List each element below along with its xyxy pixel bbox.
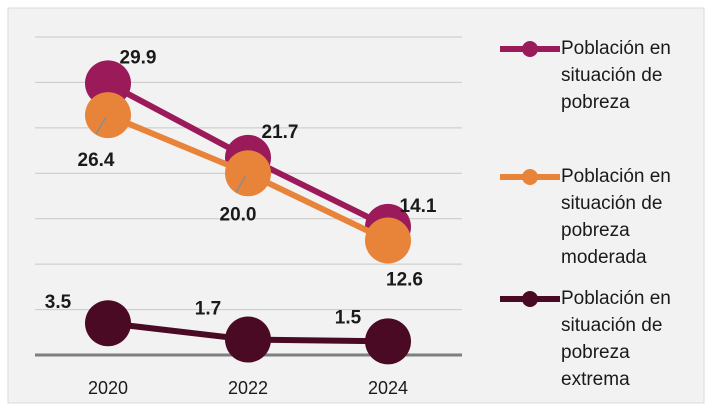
legend-label-line: situación de	[561, 315, 662, 336]
legend-label-line: pobreza	[561, 220, 630, 241]
data-labels: 29.9 21.7 14.1 26.4 20.0 12.6 3.5 1.7 1.5	[45, 47, 437, 328]
x-tick-labels: 2020 2022 2024	[88, 378, 408, 398]
x-tick-label-2024: 2024	[368, 378, 408, 398]
leader-line	[235, 174, 247, 193]
legend-item-3: Población en situación de pobreza extrema	[500, 288, 671, 390]
series-layer	[85, 60, 411, 365]
x-tick-label-2020: 2020	[88, 378, 128, 398]
data-label-series-3-2022: 1.7	[195, 299, 221, 320]
data-point-series-2-2020	[85, 92, 131, 139]
data-label-series-2-2024: 12.6	[386, 270, 423, 291]
legend-marker	[522, 41, 538, 57]
data-label-series-1-2022: 21.7	[262, 122, 299, 143]
data-point-series-1-2020	[85, 60, 131, 107]
legend-label-line: moderada	[561, 247, 647, 268]
legend-marker	[522, 291, 538, 307]
legend-label-line: Población en	[561, 288, 671, 309]
data-point-series-3-2022	[225, 316, 271, 363]
legend-label-line: extrema	[561, 369, 630, 390]
legend-item-2: Población en situación de pobreza moderada	[500, 166, 671, 268]
data-label-series-1-2020: 29.9	[120, 47, 157, 68]
data-point-series-3-2024	[365, 318, 411, 365]
legend-label-line: situación de	[561, 65, 662, 86]
legend-label-line: pobreza	[561, 342, 630, 363]
legend-label-line: situación de	[561, 193, 662, 214]
legend-marker	[522, 169, 538, 185]
leader-line	[95, 116, 107, 135]
data-label-series-1-2024: 14.1	[400, 196, 437, 217]
data-label-series-2-2020: 26.4	[78, 150, 115, 171]
data-label-series-3-2020: 3.5	[45, 292, 72, 313]
data-point-series-2-2022	[225, 150, 271, 197]
data-point-series-3-2020	[85, 300, 131, 347]
legend-label-line: Población en	[561, 38, 671, 59]
data-label-series-3-2024: 1.5	[335, 307, 362, 328]
legend-label-line: pobreza	[561, 92, 630, 113]
x-tick-label-2022: 2022	[228, 378, 268, 398]
legend-item-1: Población en situación de pobreza	[500, 38, 671, 113]
legend-label-line: Población en	[561, 166, 671, 187]
data-point-series-2-2024	[365, 217, 411, 264]
data-label-series-2-2022: 20.0	[220, 204, 257, 225]
